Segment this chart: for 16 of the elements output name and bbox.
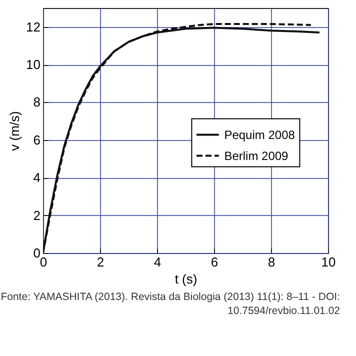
y-tick-label: 12 [26, 19, 40, 34]
x-tick-label: 8 [268, 254, 276, 270]
y-tick-label: 10 [26, 57, 40, 72]
x-tick-label: 2 [96, 254, 104, 270]
legend-label: Berlim 2009 [224, 148, 289, 163]
legend-label: Pequim 2008 [224, 128, 296, 142]
y-axis-title: v (m/s) [7, 111, 22, 151]
x-tick-label: 10 [321, 254, 336, 270]
y-tick-label: 8 [33, 94, 40, 110]
x-tick-label: 6 [210, 254, 218, 270]
y-tick-label: 6 [33, 132, 40, 148]
x-axis-title: t (s) [174, 272, 198, 286]
x-tick-label: 4 [154, 254, 162, 270]
source-note: Fonte: YAMASHITA (2013). Revista da Biologia (2013) 11(1): 8–11 - DOI: 10.7594/revbio.11.01.02 [0, 290, 340, 318]
y-tick-label: 4 [33, 170, 40, 186]
y-tick-label: 2 [33, 208, 40, 223]
